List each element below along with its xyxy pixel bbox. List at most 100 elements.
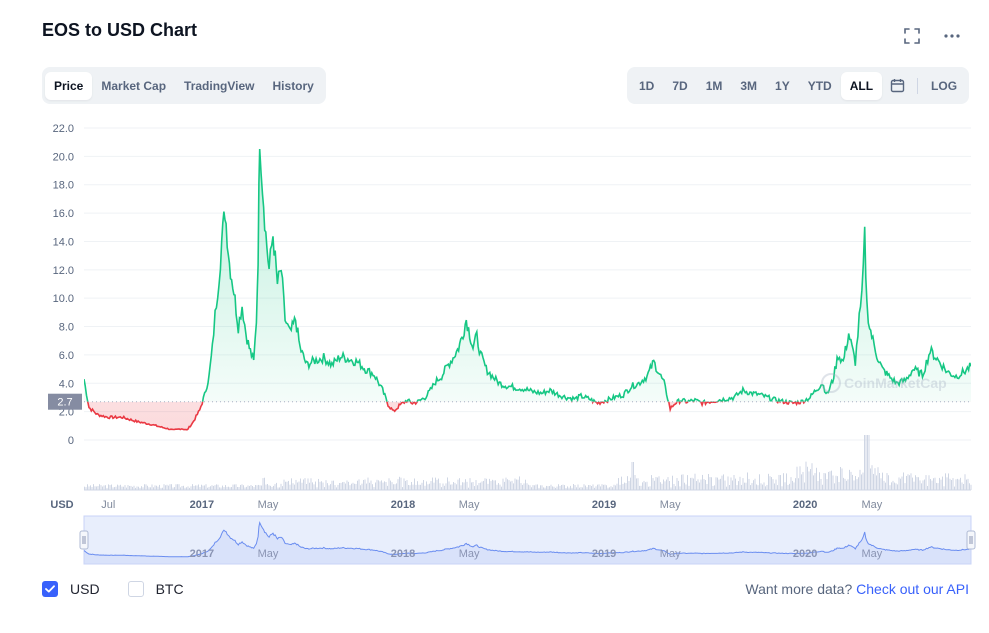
volume-bar bbox=[697, 479, 699, 490]
tab-market-cap[interactable]: Market Cap bbox=[101, 78, 167, 93]
volume-bar bbox=[604, 484, 606, 490]
volume-bar bbox=[268, 485, 270, 490]
volume-bar bbox=[405, 480, 406, 490]
volume-bar bbox=[264, 477, 265, 490]
volume-bar bbox=[423, 480, 424, 490]
volume-bar bbox=[126, 487, 127, 490]
volume-bar bbox=[196, 485, 198, 490]
volume-bar bbox=[108, 484, 109, 490]
volume-bar bbox=[382, 482, 384, 490]
tab-history[interactable]: History bbox=[272, 78, 314, 93]
volume-bar bbox=[544, 487, 546, 490]
volume-bar bbox=[595, 486, 597, 490]
volume-bar bbox=[151, 484, 153, 490]
volume-bar bbox=[300, 478, 301, 490]
volume-bar bbox=[609, 487, 610, 490]
volume-bar bbox=[297, 482, 298, 490]
range-3m-button[interactable]: 3M bbox=[740, 78, 758, 93]
volume-bar bbox=[888, 475, 889, 490]
range-1m-button[interactable]: 1M bbox=[705, 78, 723, 93]
volume-bar bbox=[373, 487, 375, 490]
volume-bar bbox=[474, 486, 475, 490]
volume-bar bbox=[672, 475, 673, 490]
volume-bar bbox=[643, 480, 645, 490]
volume-bar bbox=[174, 487, 175, 490]
volume-bar bbox=[720, 478, 721, 490]
volume-bar bbox=[145, 484, 147, 490]
tab-price[interactable]: Price bbox=[45, 71, 93, 100]
volume-bar bbox=[411, 481, 412, 490]
volume-bar bbox=[685, 484, 687, 490]
volume-bar bbox=[133, 485, 135, 490]
volume-bar bbox=[406, 480, 408, 490]
usd-checkbox[interactable]: USD bbox=[42, 581, 100, 597]
price-chart[interactable]: 02.04.06.08.010.012.014.016.018.020.022.… bbox=[0, 0, 989, 565]
volume-bar bbox=[369, 482, 370, 490]
volume-bar bbox=[409, 485, 411, 490]
volume-bar bbox=[778, 474, 780, 490]
volume-bar bbox=[318, 478, 319, 490]
range-ytd-button[interactable]: YTD bbox=[807, 78, 832, 93]
volume-bar bbox=[798, 478, 799, 490]
more-options-icon[interactable] bbox=[941, 26, 963, 46]
volume-bar bbox=[957, 478, 958, 490]
volume-bar bbox=[427, 484, 429, 490]
volume-bar bbox=[115, 486, 117, 490]
volume-bar bbox=[949, 478, 951, 490]
volume-bar bbox=[592, 484, 594, 490]
volume-bar bbox=[226, 486, 228, 490]
navigator-tick-label: 2019 bbox=[592, 548, 616, 560]
y-tick-label: 20.0 bbox=[53, 151, 74, 163]
volume-bar bbox=[207, 487, 208, 490]
volume-bar bbox=[634, 475, 636, 490]
volume-bar bbox=[276, 482, 277, 490]
divider bbox=[917, 77, 919, 94]
volume-bar bbox=[132, 486, 133, 490]
tab-tradingview[interactable]: TradingView bbox=[184, 78, 255, 93]
range-1d-button[interactable]: 1D bbox=[639, 78, 655, 93]
volume-bar bbox=[942, 476, 943, 490]
range-navigator: 2017 May 2018 May 2019 May 2020 May bbox=[79, 515, 976, 565]
volume-bar bbox=[372, 484, 373, 490]
range-7d-button[interactable]: 7D bbox=[672, 78, 688, 93]
grid-lines: 02.04.06.08.010.012.014.016.018.020.022.… bbox=[53, 123, 971, 447]
volume-bar bbox=[514, 478, 516, 490]
navigator-tick-label: 2018 bbox=[391, 548, 415, 560]
range-all-button[interactable]: ALL bbox=[840, 71, 883, 100]
volume-bar bbox=[892, 480, 894, 490]
log-scale-button[interactable]: LOG bbox=[931, 78, 958, 93]
volume-bar bbox=[117, 484, 118, 490]
volume-bar bbox=[198, 484, 199, 490]
page-title: EOS to USD Chart bbox=[42, 20, 198, 40]
volume-bar bbox=[681, 474, 682, 490]
volume-bar bbox=[730, 477, 732, 490]
volume-bar bbox=[610, 486, 612, 490]
btc-checkbox[interactable]: BTC bbox=[127, 581, 184, 597]
volume-bar bbox=[342, 482, 343, 490]
y-tick-label: 22.0 bbox=[53, 123, 74, 135]
volume-bar bbox=[813, 475, 814, 490]
volume-bar bbox=[418, 484, 420, 490]
navigator-left-handle[interactable] bbox=[79, 530, 89, 550]
volume-bar bbox=[211, 485, 213, 490]
volume-bar bbox=[732, 480, 733, 490]
volume-bar bbox=[849, 469, 850, 490]
navigator-right-handle[interactable] bbox=[966, 530, 976, 550]
volume-bar bbox=[493, 480, 495, 490]
calendar-button[interactable] bbox=[882, 72, 913, 100]
volume-bar bbox=[490, 481, 492, 490]
volume-bar bbox=[501, 486, 502, 490]
volume-bar bbox=[439, 483, 441, 490]
volume-bar bbox=[289, 484, 291, 490]
volume-bar bbox=[663, 479, 664, 490]
api-link[interactable]: Check out our API bbox=[856, 581, 969, 597]
volume-bar bbox=[669, 481, 670, 490]
usd-check-box[interactable] bbox=[42, 581, 58, 597]
volume-bar bbox=[316, 487, 318, 490]
x-tick-label: May bbox=[258, 499, 279, 511]
volume-bar bbox=[94, 486, 96, 490]
fullscreen-icon[interactable] bbox=[901, 26, 923, 46]
range-1y-button[interactable]: 1Y bbox=[775, 78, 790, 93]
btc-check-box[interactable] bbox=[127, 581, 144, 597]
volume-bar bbox=[124, 485, 126, 490]
